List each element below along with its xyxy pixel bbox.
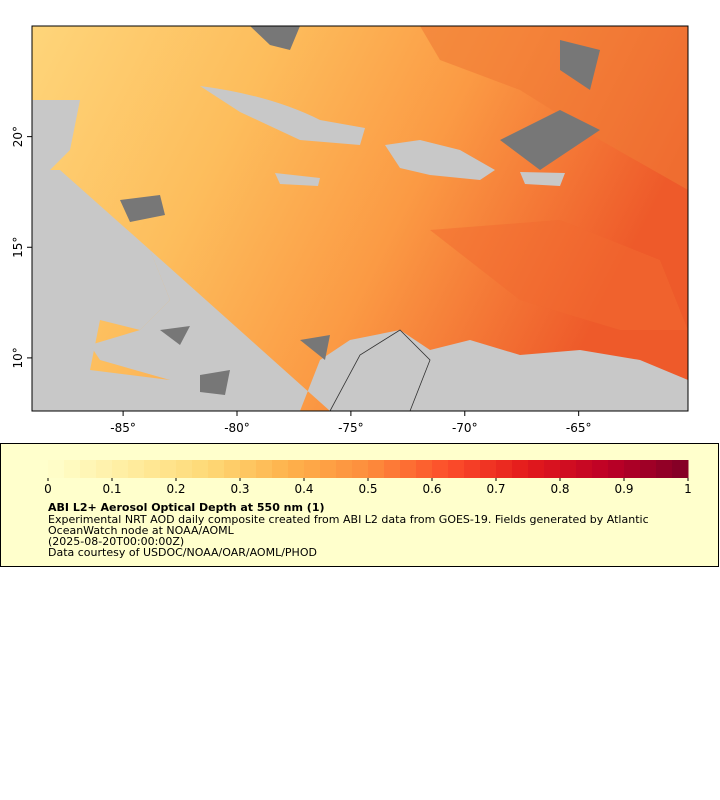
colorbar-swatch	[512, 460, 529, 478]
legend-line: (2025-08-20T00:00:00Z)	[48, 535, 184, 548]
legend-line: OceanWatch node at NOAA/AOML	[48, 524, 235, 537]
colorbar-swatch	[112, 460, 129, 478]
colorbar-tick-label: 0.9	[614, 482, 633, 496]
y-tick-label: 15°	[11, 237, 25, 258]
x-tick-label: -65°	[566, 421, 592, 435]
colorbar-swatch	[464, 460, 481, 478]
colorbar-swatch	[592, 460, 609, 478]
colorbar-swatch	[256, 460, 273, 478]
colorbar-tick-label: 0.3	[230, 482, 249, 496]
land	[200, 86, 365, 145]
colorbar-tick-label: 0	[44, 482, 52, 496]
land	[385, 140, 495, 180]
colorbar-swatch	[304, 460, 321, 478]
colorbar-swatch	[608, 460, 625, 478]
colorbar-swatch	[176, 460, 193, 478]
colorbar-swatch	[432, 460, 449, 478]
colorbar-swatch	[192, 460, 209, 478]
colorbar-swatch	[48, 460, 65, 478]
x-tick-label: -80°	[224, 421, 250, 435]
map-field	[32, 26, 688, 411]
map-frame	[31, 25, 689, 412]
colorbar-swatch	[128, 460, 145, 478]
colorbar-tick-label: 0.2	[166, 482, 185, 496]
colorbar: 0 0.1 0.2 0.3 0.4 0.5 0.6 0.7 0.8 0.9 1	[44, 460, 692, 496]
colorbar-swatch	[336, 460, 353, 478]
colorbar-tick-label: 0.5	[358, 482, 377, 496]
colorbar-swatch	[80, 460, 97, 478]
land	[90, 250, 688, 411]
colorbar-swatch	[576, 460, 593, 478]
colorbar-swatch	[480, 460, 497, 478]
legend-line: Experimental NRT AOD daily composite cre…	[48, 513, 649, 526]
colorbar-swatch	[368, 460, 385, 478]
colorbar-swatch	[672, 460, 689, 478]
land	[275, 172, 565, 186]
colorbar-swatch	[384, 460, 401, 478]
colorbar-swatch	[496, 460, 513, 478]
colorbar-swatch	[96, 460, 113, 478]
colorbar-swatch	[144, 460, 161, 478]
land	[32, 100, 260, 411]
colorbar-swatch	[640, 460, 657, 478]
colorbar-swatch	[560, 460, 577, 478]
axes: -85° -80° -75° -70° -65° 10° 15° 20°	[11, 126, 591, 435]
high-aod	[420, 26, 688, 190]
colorbar-tick-label: 0.6	[422, 482, 441, 496]
colorbar-tick-label: 0.7	[486, 482, 505, 496]
colorbar-swatch	[352, 460, 369, 478]
colorbar-swatch	[320, 460, 337, 478]
colorbar-swatch	[528, 460, 545, 478]
colorbar-tick-label: 1	[684, 482, 692, 496]
colorbar-tick-label: 0.8	[550, 482, 569, 496]
legend-line: Data courtesy of USDOC/NOAA/OAR/AOML/PHO…	[48, 546, 317, 559]
colorbar-swatch	[160, 460, 177, 478]
colorbar-swatch	[240, 460, 257, 478]
colorbar-swatch	[208, 460, 225, 478]
x-tick-label: -75°	[338, 421, 364, 435]
colorbar-swatch	[224, 460, 241, 478]
colorbar-tick-label: 0.4	[294, 482, 313, 496]
colorbar-swatch	[288, 460, 305, 478]
colorbar-swatch	[64, 460, 81, 478]
high-aod	[430, 220, 688, 330]
border	[329, 329, 431, 411]
y-tick-label: 20°	[11, 126, 25, 147]
colorbar-tick-label: 0.1	[102, 482, 121, 496]
y-tick-label: 10°	[11, 347, 25, 368]
colorbar-swatch	[400, 460, 417, 478]
colorbar-swatch	[624, 460, 641, 478]
colorbar-swatch	[416, 460, 433, 478]
x-tick-label: -85°	[110, 421, 136, 435]
colorbar-swatch	[272, 460, 289, 478]
legend-title: ABI L2+ Aerosol Optical Depth at 550 nm …	[48, 501, 325, 514]
colorbar-swatch	[448, 460, 465, 478]
colorbar-swatch	[544, 460, 561, 478]
colorbar-swatch	[656, 460, 673, 478]
x-tick-label: -70°	[452, 421, 478, 435]
